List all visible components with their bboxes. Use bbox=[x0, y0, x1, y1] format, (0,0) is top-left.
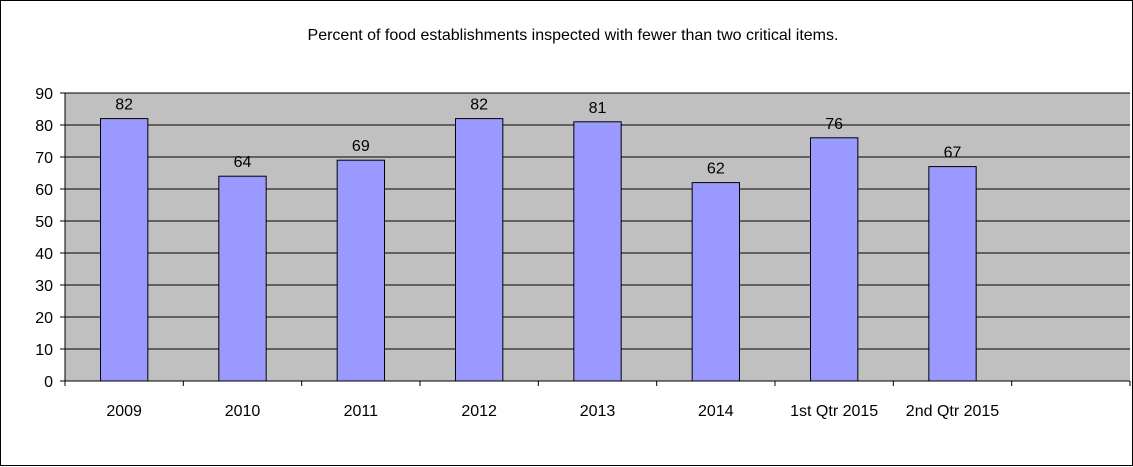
bar-2 bbox=[336, 159, 385, 382]
data-label-6: 76 bbox=[825, 116, 843, 133]
data-label-4: 81 bbox=[589, 100, 607, 117]
x-category-label-5: 2014 bbox=[698, 403, 734, 420]
y-tick-label-60: 60 bbox=[35, 182, 53, 199]
bar-1 bbox=[218, 175, 267, 382]
data-label-3: 82 bbox=[470, 97, 488, 114]
bar-3 bbox=[455, 118, 504, 382]
y-tick-label-90: 90 bbox=[35, 86, 53, 103]
x-category-label-0: 2009 bbox=[106, 403, 142, 420]
x-category-label-7: 2nd Qtr 2015 bbox=[906, 403, 1000, 420]
data-label-2: 69 bbox=[352, 138, 370, 155]
y-tick-label-30: 30 bbox=[35, 278, 53, 295]
x-category-label-3: 2012 bbox=[461, 403, 497, 420]
y-tick-label-0: 0 bbox=[44, 374, 53, 391]
y-tick-label-70: 70 bbox=[35, 150, 53, 167]
bar-7 bbox=[928, 166, 977, 382]
data-label-7: 67 bbox=[944, 145, 962, 162]
y-tick-label-10: 10 bbox=[35, 342, 53, 359]
data-label-1: 64 bbox=[234, 154, 252, 171]
x-category-label-1: 2010 bbox=[225, 403, 261, 420]
x-category-label-4: 2013 bbox=[580, 403, 616, 420]
bar-6 bbox=[810, 137, 859, 382]
y-tick-label-80: 80 bbox=[35, 118, 53, 135]
chart-title: Percent of food establishments inspected… bbox=[308, 27, 839, 44]
y-tick-label-20: 20 bbox=[35, 310, 53, 327]
bar-0 bbox=[100, 118, 149, 382]
x-category-label-6: 1st Qtr 2015 bbox=[790, 403, 878, 420]
data-label-5: 62 bbox=[707, 161, 725, 178]
y-tick-label-50: 50 bbox=[35, 214, 53, 231]
bar-5 bbox=[691, 182, 741, 382]
x-category-label-2: 2011 bbox=[344, 403, 379, 420]
data-label-0: 82 bbox=[115, 97, 133, 114]
bar-4 bbox=[573, 121, 622, 382]
y-tick-label-40: 40 bbox=[35, 246, 53, 263]
plot-area: 0 10 20 30 40 50 60 70 80 90 82 2009 64 2010 69 2011 82 2… bbox=[35, 86, 1131, 420]
